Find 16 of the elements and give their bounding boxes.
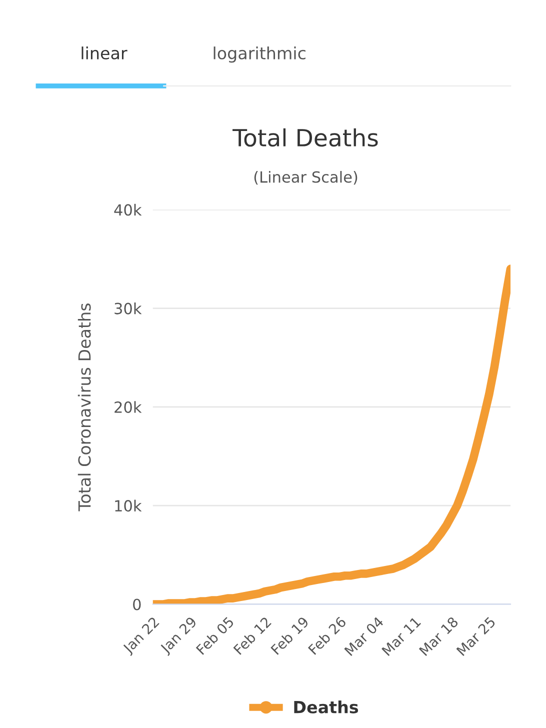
x-tick-label: Jan 22 [122,616,162,656]
y-axis-title: Total Coronavirus Deaths [78,304,91,512]
y-tick-label: 40k [114,204,142,216]
y-tick-label: 0 [133,598,141,610]
legend-label: Deaths [294,700,358,714]
chart-title: Total Deaths [232,128,378,147]
x-tick-label: Feb 05 [196,616,234,655]
y-tick-label: 20k [114,401,142,413]
x-tick-label: Feb 12 [232,616,272,655]
chart-subtitle: (Linear Scale) [254,170,358,185]
y-tick-label: 30k [114,302,142,314]
y-tick-label: 10k [115,500,142,512]
x-tick-label: Feb 19 [270,616,310,655]
text: logarithmic [214,46,306,63]
x-tick-label: Mar 25 [456,616,496,656]
text: linear [82,46,128,60]
